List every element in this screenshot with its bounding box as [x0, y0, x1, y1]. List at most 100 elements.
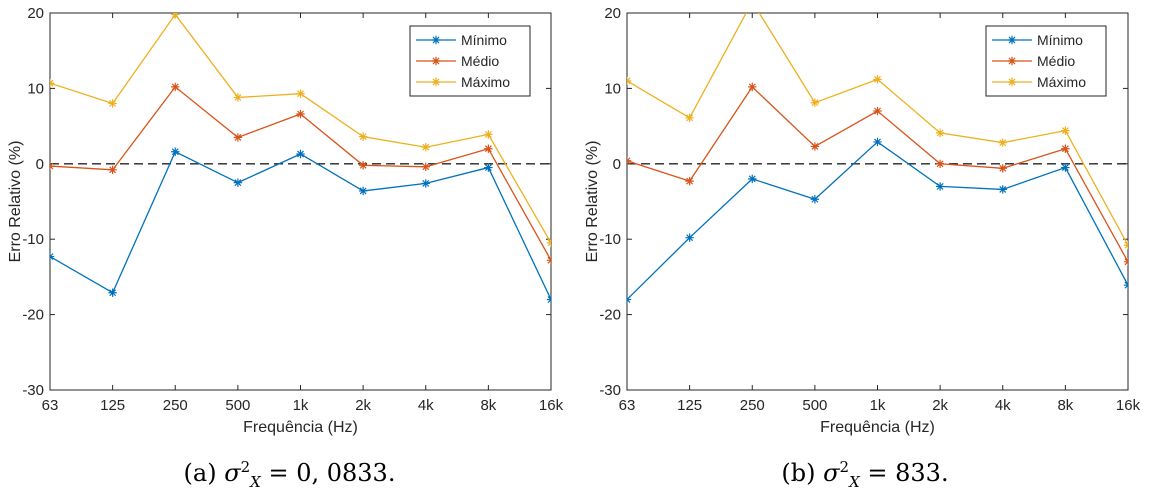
caption-b-symbol: σ — [823, 459, 840, 487]
y-tick-label: -10 — [22, 231, 44, 248]
data-point — [810, 98, 820, 107]
y-tick-label: 20 — [27, 5, 44, 22]
caption-b-label: (b) — [781, 459, 816, 487]
caption-b-eq: = 833. — [859, 459, 949, 487]
legend-marker — [1007, 77, 1017, 87]
y-axis-label: Erro Relativo (%) — [7, 141, 24, 263]
legend-label: Médio — [461, 53, 499, 69]
data-point — [296, 89, 305, 98]
data-point — [296, 109, 305, 119]
legend-label: Máximo — [461, 74, 510, 90]
x-tick-label: 2k — [355, 397, 371, 414]
data-point — [358, 132, 368, 141]
x-tick-label: 250 — [163, 397, 188, 414]
x-tick-label: 500 — [802, 397, 827, 414]
data-point — [50, 161, 55, 171]
data-point — [998, 185, 1007, 194]
legend-marker — [431, 35, 441, 45]
data-point — [171, 13, 180, 19]
x-tick-label: 4k — [418, 397, 434, 414]
data-point — [685, 233, 694, 242]
data-point — [233, 93, 243, 102]
y-tick-label: 0 — [613, 156, 621, 173]
legend-marker — [1007, 56, 1017, 66]
legend-marker — [431, 56, 441, 66]
x-tick-label: 8k — [480, 397, 496, 414]
caption-a-sup: 2 — [240, 458, 251, 476]
data-point — [171, 82, 180, 92]
data-point — [873, 75, 882, 84]
x-tick-label: 250 — [740, 397, 765, 414]
x-tick-label: 4k — [995, 397, 1011, 414]
data-point — [1061, 126, 1070, 135]
data-point — [748, 174, 757, 184]
data-point — [748, 0, 756, 6]
data-point — [935, 159, 945, 168]
data-point — [627, 295, 632, 304]
y-axis-label: Erro Relativo (%) — [584, 141, 601, 263]
x-tick-label: 1k — [870, 397, 886, 414]
legend-label: Mínimo — [1037, 32, 1083, 48]
data-point — [108, 165, 117, 175]
data-point — [484, 130, 493, 139]
y-tick-label: -20 — [599, 307, 621, 324]
data-point — [108, 288, 117, 297]
y-tick-label: 10 — [604, 80, 621, 97]
data-point — [935, 128, 945, 138]
data-point — [421, 162, 430, 172]
series-1 — [50, 82, 551, 265]
y-tick-label: 20 — [604, 5, 621, 22]
y-tick-label: -30 — [599, 382, 621, 399]
x-tick-label: 125 — [677, 397, 702, 414]
data-point — [998, 138, 1007, 147]
x-tick-label: 500 — [225, 397, 250, 414]
data-point — [421, 179, 430, 188]
chart-b: -30 -20 -10 0 10 20 63 125 250 500 1k 2k 4k 8k 16k Míni… — [584, 0, 1141, 436]
y-tick-label: 10 — [27, 80, 44, 97]
x-tick-label: 63 — [619, 397, 636, 414]
data-point — [1123, 280, 1128, 290]
data-point — [998, 164, 1007, 173]
x-tick-label: 16k — [539, 397, 564, 414]
data-point — [748, 82, 757, 92]
data-point — [627, 76, 632, 86]
legend-box — [409, 25, 531, 97]
chart-panel-a: -30 -20 -10 0 10 20 63 125 250 500 1k 2k 4k 8k 16k Míni… — [0, 0, 579, 460]
data-point — [484, 163, 493, 172]
data-point — [50, 252, 55, 261]
data-point — [233, 178, 243, 187]
series-0 — [627, 137, 1128, 304]
data-point — [1123, 241, 1128, 250]
legend-marker — [431, 77, 441, 87]
x-tick-label: 1k — [293, 397, 309, 414]
data-point — [873, 106, 882, 116]
data-point — [484, 144, 493, 153]
caption-a-eq: = 0, 0833. — [260, 459, 396, 487]
y-tick-label: -10 — [599, 231, 621, 248]
data-point — [546, 256, 551, 265]
x-tick-label: 63 — [42, 397, 59, 414]
data-point — [1123, 257, 1128, 267]
caption-b-sup: 2 — [839, 458, 850, 476]
data-point — [50, 78, 55, 88]
series-1 — [627, 82, 1128, 267]
y-tick-label: -20 — [22, 307, 44, 324]
data-point — [421, 143, 430, 152]
caption-a-label: (a) — [183, 459, 217, 487]
series-2 — [50, 13, 551, 248]
legend-label: Mínimo — [461, 32, 507, 48]
data-point — [108, 99, 117, 108]
series-0 — [50, 147, 551, 304]
data-point — [171, 147, 180, 156]
x-axis-label: Frequência (Hz) — [243, 419, 358, 436]
data-point — [1061, 144, 1070, 153]
data-point — [358, 161, 368, 170]
data-point — [546, 295, 551, 304]
data-point — [685, 113, 694, 123]
caption-b-sub: X — [849, 472, 860, 491]
chart-a: -30 -20 -10 0 10 20 63 125 250 500 1k 2k 4k 8k 16k Míni… — [7, 5, 564, 436]
caption-a: (a) σ2X = 0, 0833. — [0, 458, 579, 491]
legend: Mínimo Médio Máximo — [409, 25, 531, 97]
chart-panel-b: -30 -20 -10 0 10 20 63 125 250 500 1k 2k 4k 8k 16k Míni… — [579, 0, 1151, 460]
legend-label: Máximo — [1037, 74, 1086, 90]
